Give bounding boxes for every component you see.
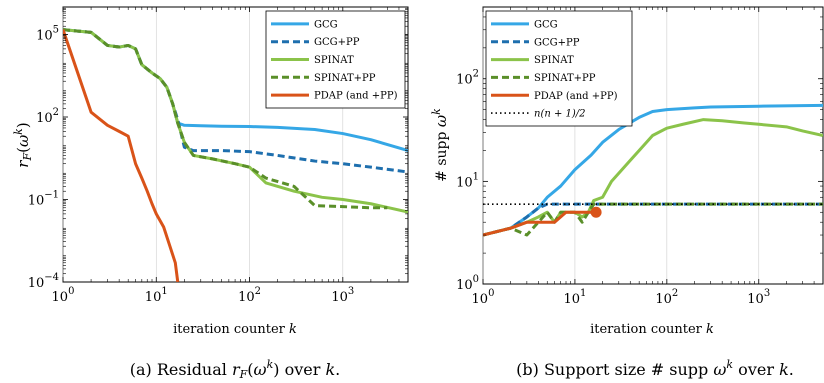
legend: GCG GCG+PP SPINAT SPINAT+PP PDAP (and +PP) n(… bbox=[485, 10, 633, 127]
y-tick-label: 100 bbox=[456, 274, 479, 293]
x-tick-label: 102 bbox=[238, 286, 261, 305]
legend-label-spinat-pp: SPINAT+PP bbox=[534, 73, 596, 84]
gridlines bbox=[482, 7, 760, 284]
x-axis-label: iteration counter k bbox=[173, 322, 297, 337]
residual-panel: 100 101 102 103 10−4 10−1 102 105 GCG GCG+PP SPI… bbox=[12, 6, 409, 381]
caption: (b) Support size # supp ωk over k. bbox=[516, 358, 794, 379]
y-tick-label: 102 bbox=[36, 107, 59, 126]
x-tick-label: 103 bbox=[747, 288, 770, 307]
series-layer bbox=[63, 28, 408, 282]
pdap-end-marker bbox=[590, 206, 602, 218]
x-tick-labels: 100 101 102 103 bbox=[52, 286, 355, 305]
legend-label-gcg: GCG bbox=[314, 19, 338, 30]
x-tick-label: 102 bbox=[655, 288, 678, 307]
legend-label-n-n-1-2: n(n + 1)/2 bbox=[534, 109, 586, 120]
y-tick-label: 10−1 bbox=[28, 190, 59, 209]
x-tick-label: 103 bbox=[331, 286, 354, 305]
tick-marks bbox=[482, 7, 823, 285]
y-tick-labels: 100 101 102 bbox=[456, 69, 479, 293]
series-layer bbox=[483, 103, 823, 237]
y-tick-label: 101 bbox=[456, 171, 479, 190]
y-tick-label: 105 bbox=[36, 25, 59, 44]
legend-label-spinat: SPINAT bbox=[534, 55, 574, 66]
legend-box bbox=[265, 10, 406, 109]
x-tick-label: 101 bbox=[563, 288, 586, 307]
x-tick-label: 101 bbox=[145, 286, 168, 305]
y-tick-label: 102 bbox=[456, 69, 479, 88]
legend-label-gcg-pp: GCG+PP bbox=[314, 37, 360, 48]
support-size-panel: 100 101 102 103 100 101 102 GCG GCG+PP SPINAT SP… bbox=[430, 6, 824, 379]
caption: (a) Residual rF(ωk) over k. bbox=[130, 358, 341, 381]
legend-label-gcg: GCG bbox=[534, 19, 558, 30]
series-line-pdap-and-pp bbox=[483, 210, 597, 237]
legend-label-pdap-and-pp: PDAP (and +PP) bbox=[314, 91, 398, 102]
tick-marks bbox=[62, 7, 408, 283]
series-line-spinat-pp bbox=[483, 202, 823, 237]
x-tick-labels: 100 101 102 103 bbox=[472, 288, 771, 307]
legend-box bbox=[485, 10, 633, 127]
legend-label-gcg-pp: GCG+PP bbox=[534, 37, 580, 48]
legend-label-spinat: SPINAT bbox=[314, 55, 354, 66]
legend-label-pdap-and-pp: PDAP (and +PP) bbox=[534, 91, 618, 102]
series-line-pdap-and-pp bbox=[63, 29, 180, 282]
y-tick-label: 10−4 bbox=[28, 272, 59, 291]
legend-label-spinat-pp: SPINAT+PP bbox=[314, 73, 376, 84]
series-line-spinat-pp bbox=[63, 28, 388, 210]
x-axis-label: iteration counter k bbox=[590, 322, 714, 337]
y-axis-label: rF(ωk) bbox=[12, 122, 34, 167]
y-axis-label: # supp ωk bbox=[430, 108, 450, 182]
legend: GCG GCG+PP SPINAT SPINAT+PP PDAP (and +PP) bbox=[265, 10, 406, 109]
y-tick-labels: 10−4 10−1 102 105 bbox=[28, 25, 59, 292]
x-tick-label: 100 bbox=[52, 286, 75, 305]
x-tick-label: 100 bbox=[472, 288, 495, 307]
series-line-spinat bbox=[483, 118, 823, 237]
